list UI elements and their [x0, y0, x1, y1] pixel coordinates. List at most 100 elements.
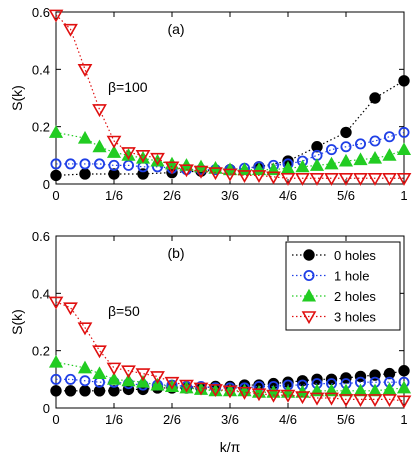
panel-a: 0 1/6 2/6 3/6 4/6 5/6 1 0 0.2 0.4 0.6 S(k) (a) β=100 — [9, 5, 412, 203]
panel-label: (b) — [167, 245, 184, 261]
x-tick-label: 2/6 — [163, 188, 181, 203]
data-point — [106, 362, 122, 376]
data-point — [237, 386, 252, 400]
x-tick-label: 3/6 — [221, 188, 239, 203]
data-point — [79, 375, 91, 387]
series-3-holes — [48, 9, 412, 186]
data-point — [106, 372, 122, 385]
series-line — [55, 14, 404, 179]
x-tick-label: 2/6 — [163, 412, 181, 427]
data-point — [63, 23, 78, 37]
data-point — [50, 158, 62, 170]
y-tick-label: 0.2 — [32, 120, 50, 135]
data-point — [121, 148, 136, 161]
data-point — [48, 9, 64, 23]
data-point — [398, 365, 410, 377]
data-point — [65, 373, 77, 385]
data-point — [108, 385, 120, 397]
series-3-holes — [48, 296, 412, 409]
y-tick-label: 0.6 — [32, 5, 50, 20]
plot-frame — [55, 11, 405, 185]
data-point — [324, 172, 339, 186]
data-point — [208, 384, 223, 397]
data-point — [367, 172, 383, 186]
x-axis-title: k/π — [220, 439, 241, 455]
data-point — [79, 158, 91, 170]
data-point — [354, 138, 366, 150]
data-point — [135, 150, 151, 163]
data-point — [338, 172, 354, 186]
x-tick-label: 5/6 — [337, 188, 355, 203]
data-point — [340, 141, 352, 153]
data-point — [135, 368, 151, 382]
data-point — [135, 150, 151, 164]
x-tick-label: 4/6 — [279, 412, 297, 427]
data-point — [398, 126, 410, 138]
data-point — [353, 152, 368, 166]
x-tick-label: 1 — [400, 412, 407, 427]
data-point — [353, 172, 368, 186]
data-point — [353, 383, 368, 397]
data-point — [108, 168, 120, 180]
legend-marker — [303, 249, 315, 261]
data-point — [135, 374, 151, 388]
data-point — [382, 172, 397, 186]
legend-entry: 1 hole — [334, 269, 369, 284]
data-point — [295, 391, 310, 405]
y-tick-label: 0.2 — [32, 344, 50, 359]
data-point — [63, 302, 78, 316]
data-point — [193, 382, 209, 396]
data-point — [77, 130, 93, 144]
x-tick-label: 5/6 — [337, 412, 355, 427]
data-point — [309, 392, 325, 406]
data-point — [353, 394, 368, 408]
x-tick-label: 0 — [52, 412, 59, 427]
beta-annotation: β=100 — [108, 79, 148, 95]
data-point — [251, 170, 267, 184]
y-tick-label: 0 — [43, 177, 50, 192]
data-point — [398, 75, 410, 87]
legend-entry: 0 holes — [334, 248, 376, 263]
x-tick-label: 3/6 — [221, 412, 239, 427]
data-point — [266, 171, 281, 185]
data-point — [50, 373, 62, 385]
data-point — [367, 394, 383, 408]
data-point — [382, 394, 397, 408]
data-point — [79, 168, 91, 180]
data-point — [340, 126, 352, 139]
y-tick-label: 0.4 — [32, 286, 50, 301]
legend-entry: 2 holes — [334, 289, 376, 304]
data-point — [150, 371, 165, 385]
data-point — [92, 345, 107, 359]
data-point — [121, 365, 136, 379]
data-point — [193, 165, 209, 179]
data-point — [369, 135, 381, 147]
data-point — [106, 145, 122, 158]
data-point — [179, 380, 194, 394]
data-point — [338, 153, 354, 167]
data-point — [367, 150, 383, 164]
y-tick-label: 0.6 — [32, 229, 50, 244]
data-point — [324, 156, 339, 170]
data-point — [121, 373, 136, 387]
x-tick-label: 4/6 — [279, 188, 297, 203]
data-point — [266, 389, 281, 403]
data-point — [338, 394, 354, 408]
data-point — [367, 383, 383, 397]
data-point — [208, 167, 223, 181]
x-tick-label: 1 — [400, 188, 407, 203]
data-point — [309, 158, 325, 171]
data-point — [237, 162, 252, 176]
data-point — [338, 383, 354, 397]
legend-marker — [301, 311, 317, 325]
data-point — [309, 172, 325, 186]
legend-marker — [303, 269, 315, 281]
data-point — [295, 172, 310, 186]
data-point — [383, 367, 396, 380]
data-point — [295, 159, 310, 173]
data-point — [79, 385, 91, 397]
data-point — [150, 152, 165, 166]
data-point — [77, 322, 93, 336]
data-point — [65, 158, 77, 170]
